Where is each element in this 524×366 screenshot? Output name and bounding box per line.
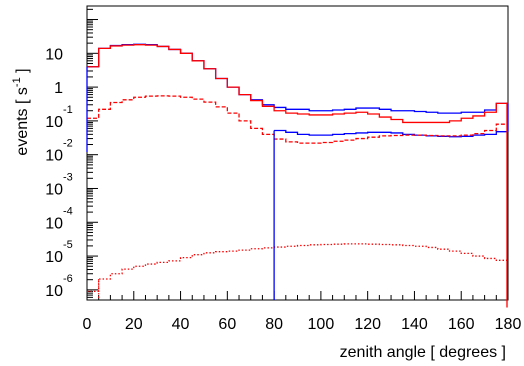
y-axis-label-exponent: -1 (11, 77, 23, 87)
x-tick-label: 60 (218, 316, 236, 333)
series-line-4 (87, 243, 508, 293)
x-tick-label: 20 (125, 316, 143, 333)
y-tick-label: 10-2 (45, 138, 73, 165)
x-tick-label: 160 (448, 316, 475, 333)
series-line-0 (87, 43, 508, 114)
y-tick-base: 10 (45, 114, 63, 131)
x-tick-label: 40 (172, 316, 190, 333)
axes (86, 5, 509, 301)
y-axis-label-main: events [ s (14, 87, 31, 155)
y-tick-base: 1 (54, 80, 63, 97)
y-tick-label: 10-4 (45, 205, 73, 232)
y-tick-label: 10-5 (45, 239, 73, 266)
series-line-3 (87, 95, 508, 144)
y-tick-exponent: -4 (63, 205, 73, 217)
x-tick-label: 140 (401, 316, 428, 333)
y-tick-label: 10 (45, 46, 63, 63)
x-axis-label: zenith angle [ degrees ] (340, 344, 506, 361)
y-tick-exponent: -2 (63, 138, 73, 150)
y-tick-exponent: -5 (63, 239, 73, 251)
y-tick-exponent: -3 (63, 171, 73, 183)
y-tick-base: 10 (45, 46, 63, 63)
y-axis-label: events [ s-1 ] (11, 68, 31, 155)
plot-frame (86, 5, 509, 301)
series-layer (86, 43, 509, 308)
y-tick-label: 10-6 (45, 273, 73, 300)
x-tick-label: 80 (265, 316, 283, 333)
y-tick-exponent: -1 (63, 104, 73, 116)
x-tick-label: 0 (83, 316, 92, 333)
y-tick-base: 10 (45, 283, 63, 300)
x-tick-label: 120 (354, 316, 381, 333)
y-tick-label: 10-1 (45, 104, 73, 131)
y-tick-base: 10 (45, 148, 63, 165)
x-tick-labels: 0 20 40 60 80 100 120 140 160 180 (83, 316, 522, 333)
y-tick-label: 10-3 (45, 171, 73, 198)
series-line-2 (274, 129, 508, 138)
y-tick-base: 10 (45, 215, 63, 232)
y-tick-label: 1 (54, 80, 63, 97)
y-axis-label-end: ] (14, 68, 31, 77)
x-tick-label: 100 (308, 316, 335, 333)
x-tick-label: 180 (495, 316, 522, 333)
y-tick-exponent: -6 (63, 273, 73, 285)
y-tick-base: 10 (45, 249, 63, 266)
svg-text:events [ s-1 ]: events [ s-1 ] (11, 68, 31, 155)
y-tick-base: 10 (45, 181, 63, 198)
series-line-1 (87, 44, 508, 124)
